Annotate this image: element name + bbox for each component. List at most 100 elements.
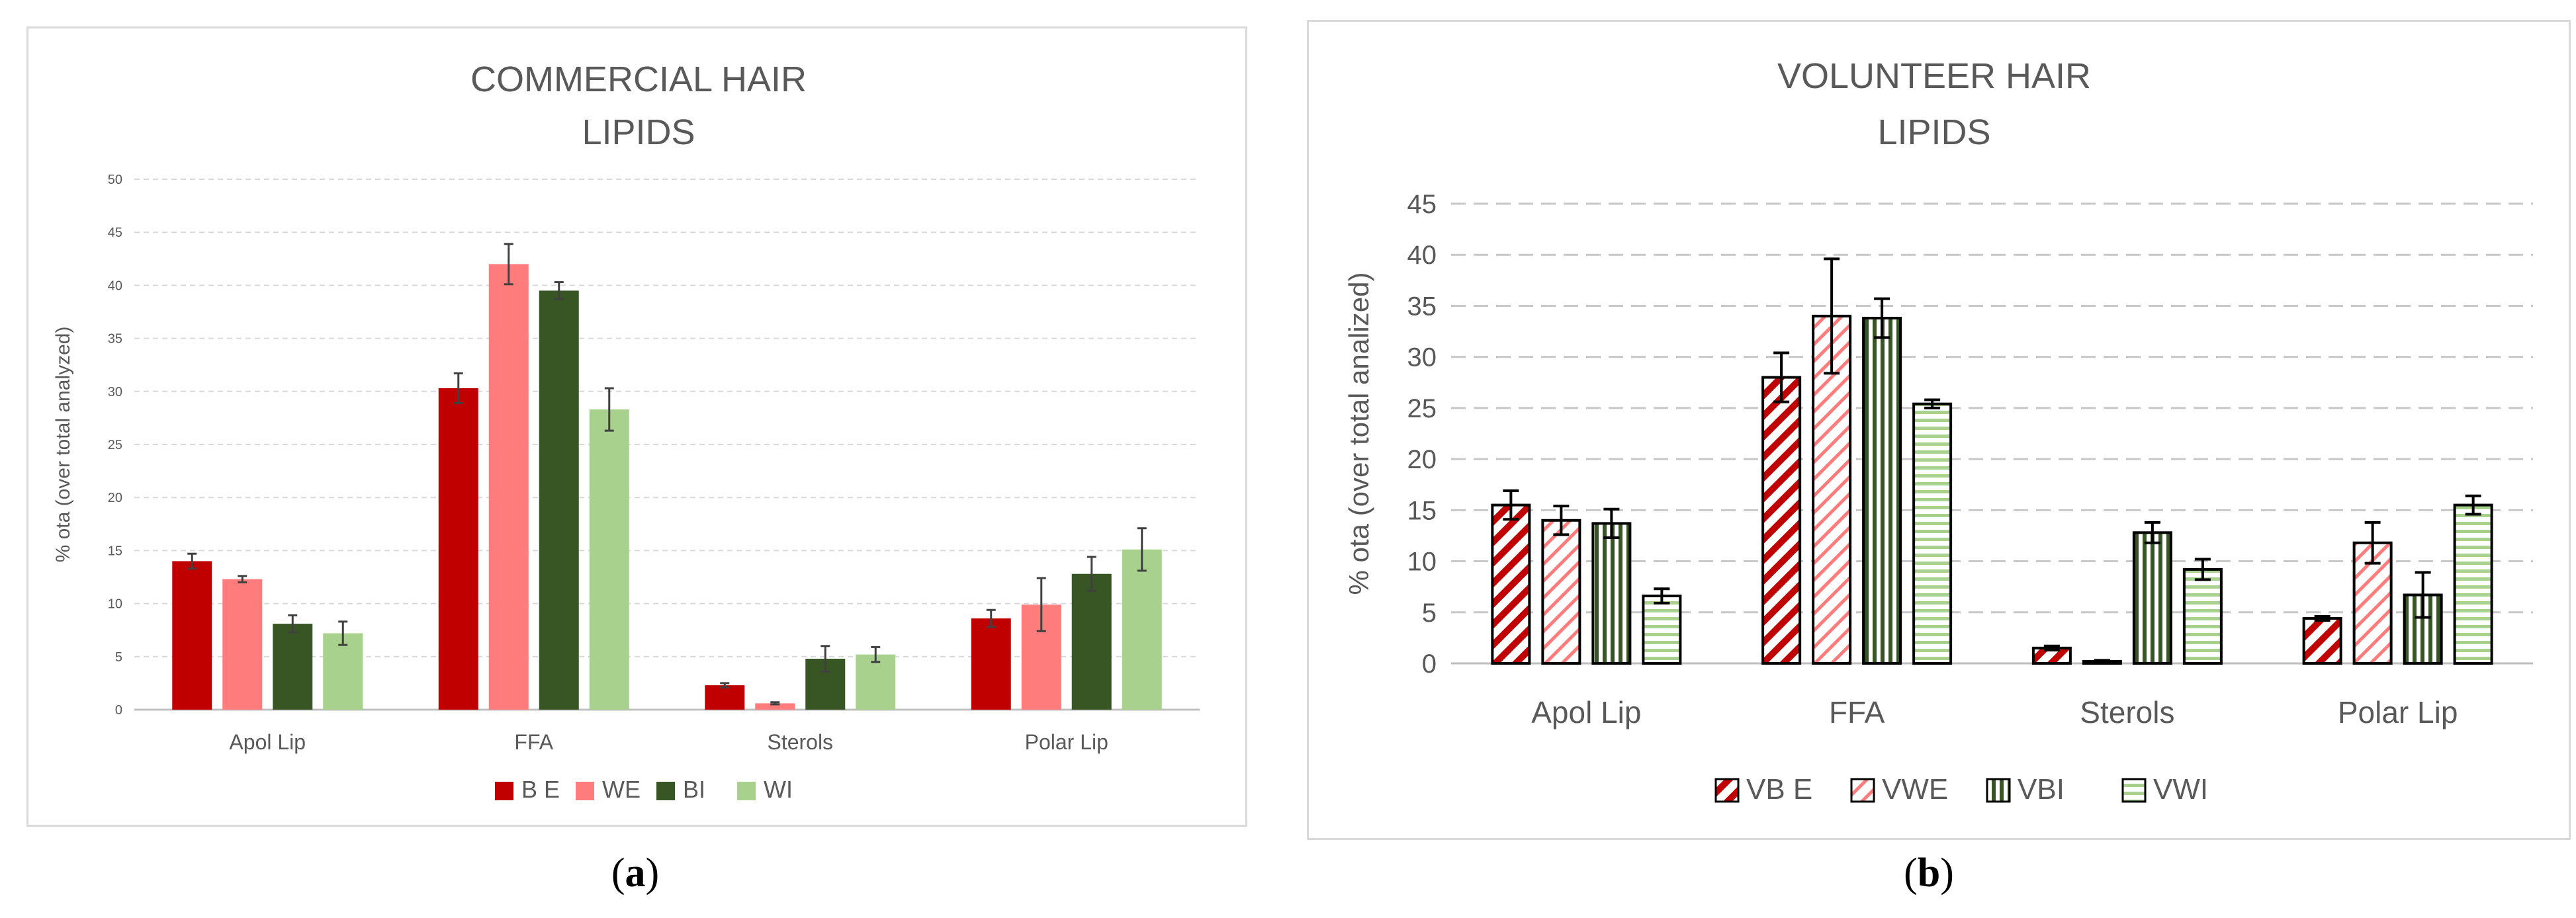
bar-vwi-apol-lip — [1642, 595, 1682, 665]
error-bar-we-apol-lip — [238, 575, 247, 584]
legend-label-vwe: VWE — [1882, 773, 1948, 806]
x-category-label-ffa: FFA — [1829, 695, 1885, 730]
y-tick-label-40: 40 — [108, 278, 122, 293]
error-bar-wi-polar-lip — [1137, 527, 1147, 572]
caption-a-letter: a — [625, 851, 646, 896]
legend-swatch-bi — [656, 782, 675, 800]
legend-label-b-e: B E — [521, 776, 560, 803]
error-bar-vbi-ffa — [1874, 297, 1890, 339]
error-bar-vwi-sterols — [2194, 558, 2211, 581]
y-tick-label-0: 0 — [1422, 649, 1437, 679]
y-axis-label: % ota (over total analyzed) — [52, 327, 74, 563]
y-tick-label-10: 10 — [108, 597, 122, 612]
legend-swatch-vwe — [1850, 778, 1875, 803]
error-bar-vbi-apol-lip — [1603, 507, 1620, 540]
bar-b-e-apol-lip — [172, 561, 212, 710]
volunteer-hair-lipids-chart: VOLUNTEER HAIR LIPIDS 0 5 10 15 20 25 30 35 40 45 % … — [1343, 56, 2533, 806]
bar-vb-e-ffa — [1761, 376, 1802, 665]
y-tick-label-20: 20 — [1407, 445, 1437, 474]
legend-swatch-vb-e — [1714, 778, 1740, 803]
y-tick-label-25: 25 — [108, 438, 122, 452]
bar-vwi-sterols — [2182, 567, 2223, 665]
x-category-label-polar-lip: Polar Lip — [2338, 695, 2458, 730]
chart-panel-volunteer: VOLUNTEER HAIR LIPIDS 0 5 10 15 20 25 30 35 40 45 % … — [1307, 20, 2571, 840]
error-bar-vwe-apol-lip — [1553, 505, 1570, 536]
legend-label-vwi: VWI — [2153, 773, 2208, 806]
x-category-label-polar-lip: Polar Lip — [1025, 730, 1108, 754]
bar-wi-ffa — [589, 409, 629, 710]
caption-b-close: ) — [1940, 851, 1954, 896]
caption-a-open: ( — [611, 851, 625, 896]
error-bar-b-e-sterols — [720, 682, 730, 689]
error-bar-wi-sterols — [871, 646, 881, 663]
y-axis-label: % ota (over total analized) — [1343, 272, 1374, 595]
y-tick-label-40: 40 — [1407, 241, 1437, 270]
y-tick-label-35: 35 — [1407, 292, 1437, 321]
legend-swatch-vbi — [1986, 778, 2011, 803]
y-tick-label-10: 10 — [1407, 548, 1437, 577]
error-bar-wi-ffa — [604, 387, 614, 432]
error-bar-b-e-apol-lip — [187, 552, 197, 570]
legend-label-vbi: VBI — [2018, 773, 2065, 806]
error-bar-wi-apol-lip — [338, 620, 348, 646]
legend-label-we: WE — [602, 776, 641, 803]
y-tick-label-30: 30 — [1407, 343, 1437, 372]
caption-b: (b) — [1863, 850, 1995, 897]
bar-vwi-polar-lip — [2453, 503, 2493, 665]
legend-swatch-wi — [737, 782, 756, 800]
error-bar-we-sterols — [770, 701, 780, 706]
bar-vbi-sterols — [2132, 531, 2172, 665]
chart-title-line2: LIPIDS — [1877, 112, 1990, 152]
x-category-label-apol-lip: Apol Lip — [1531, 695, 1641, 730]
y-tick-label-0: 0 — [115, 703, 122, 718]
y-tick-label-25: 25 — [1407, 394, 1437, 423]
legend-label-wi: WI — [764, 776, 793, 803]
y-tick-label-45: 45 — [1407, 190, 1437, 219]
bar-vbi-apol-lip — [1591, 522, 1632, 665]
bar-vwi-ffa — [1912, 402, 1953, 665]
y-tick-label-30: 30 — [108, 385, 122, 399]
x-category-label-sterols: Sterols — [2080, 695, 2174, 730]
bar-vwe-apol-lip — [1541, 519, 1581, 665]
bar-we-sterols — [755, 703, 795, 710]
bar-wi-apol-lip — [323, 633, 363, 710]
y-tick-label-15: 15 — [1407, 496, 1437, 525]
error-bar-vbi-polar-lip — [2415, 571, 2431, 619]
y-tick-label-15: 15 — [108, 544, 122, 558]
commercial-hair-lipids-chart: COMMERCIAL HAIR LIPIDS 0 5 10 15 20 25 30 35 40 45 5… — [52, 60, 1200, 803]
bar-b-e-polar-lip — [971, 618, 1011, 710]
chart-title-line1: COMMERCIAL HAIR — [470, 60, 807, 99]
y-tick-label-35: 35 — [108, 332, 122, 347]
error-bar-vbi-sterols — [2144, 521, 2160, 544]
error-bar-vwe-ffa — [1824, 257, 1840, 375]
bar-vb-e-polar-lip — [2302, 617, 2342, 665]
caption-b-letter: b — [1917, 851, 1941, 896]
error-bar-vb-e-apol-lip — [1503, 489, 1519, 521]
y-tick-label-20: 20 — [108, 491, 122, 505]
bar-bi-polar-lip — [1071, 573, 1112, 710]
y-tick-label-45: 45 — [108, 226, 122, 240]
legend-label-vb-e: VB E — [1746, 773, 1812, 806]
error-bar-vwi-apol-lip — [1654, 587, 1670, 605]
chart-panel-commercial: COMMERCIAL HAIR LIPIDS 0 5 10 15 20 25 30 35 40 45 5… — [26, 26, 1247, 827]
bar-b-e-ffa — [438, 388, 478, 710]
error-bar-bi-apol-lip — [288, 614, 298, 634]
error-bar-we-polar-lip — [1036, 577, 1046, 632]
error-bar-bi-polar-lip — [1087, 556, 1096, 592]
error-bar-vb-e-ffa — [1773, 351, 1790, 403]
error-bar-bi-ffa — [554, 281, 564, 300]
error-bar-vwi-ffa — [1924, 398, 1941, 409]
bar-we-ffa — [488, 264, 529, 710]
bar-wi-polar-lip — [1122, 549, 1162, 710]
x-category-label-apol-lip: Apol Lip — [229, 730, 306, 754]
error-bar-vb-e-polar-lip — [2314, 614, 2331, 622]
y-tick-label-5: 5 — [1422, 599, 1437, 628]
y-tick-label-5: 5 — [115, 650, 122, 665]
bar-bi-ffa — [539, 290, 579, 710]
y-tick-label-50: 50 — [108, 173, 122, 187]
caption-a: (a) — [569, 850, 701, 897]
bar-wi-sterols — [856, 654, 896, 710]
error-bar-b-e-polar-lip — [986, 608, 996, 628]
bar-b-e-sterols — [705, 685, 745, 710]
legend-label-bi: BI — [683, 776, 705, 803]
